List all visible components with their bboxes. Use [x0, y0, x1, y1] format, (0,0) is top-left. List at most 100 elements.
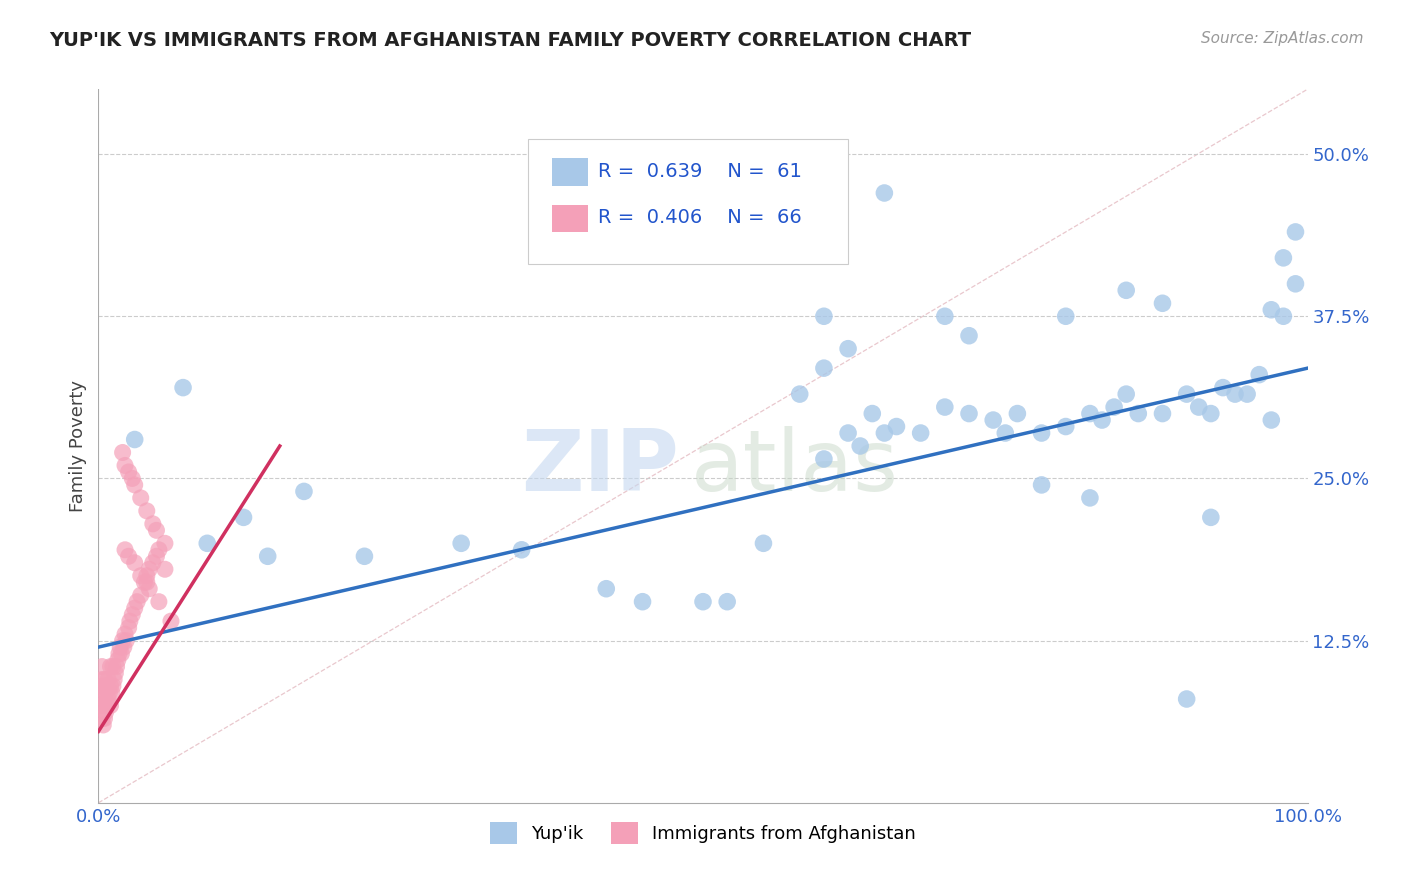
Point [1078, 407, 1101, 421]
Point [103, 673, 125, 687]
Point [135, 575, 157, 590]
Point [107, 653, 129, 667]
Point [849, 439, 872, 453]
Point [153, 536, 176, 550]
Point [118, 621, 141, 635]
Point [129, 568, 152, 582]
Point [91, 711, 114, 725]
Point [121, 471, 143, 485]
Point [837, 425, 859, 440]
Point [1128, 407, 1150, 421]
Point [93, 711, 115, 725]
Point [135, 568, 157, 582]
Text: ZIP: ZIP [522, 425, 679, 509]
Point [813, 361, 835, 376]
Point [91, 698, 114, 713]
Point [112, 640, 135, 654]
Point [100, 679, 122, 693]
Point [873, 186, 896, 200]
Point [813, 310, 835, 324]
Point [837, 342, 859, 356]
Text: Source: ZipAtlas.com: Source: ZipAtlas.com [1201, 31, 1364, 46]
Point [97, 692, 120, 706]
Point [118, 549, 141, 564]
Point [129, 588, 152, 602]
Point [148, 595, 170, 609]
Point [256, 549, 278, 564]
Point [934, 400, 956, 414]
FancyBboxPatch shape [551, 159, 588, 186]
Point [1031, 478, 1053, 492]
Point [631, 595, 654, 609]
Point [1054, 310, 1077, 324]
Point [124, 478, 146, 492]
Point [108, 640, 131, 654]
Point [353, 549, 375, 564]
Point [813, 452, 835, 467]
Text: YUP'IK VS IMMIGRANTS FROM AFGHANISTAN FAMILY POVERTY CORRELATION CHART: YUP'IK VS IMMIGRANTS FROM AFGHANISTAN FA… [49, 31, 972, 50]
Point [934, 310, 956, 324]
Point [91, 685, 114, 699]
Point [450, 536, 472, 550]
Point [111, 633, 134, 648]
Point [138, 582, 160, 596]
Point [105, 659, 128, 673]
Point [96, 698, 118, 713]
Point [100, 659, 122, 673]
Point [292, 484, 315, 499]
Point [510, 542, 533, 557]
Point [172, 381, 194, 395]
Point [114, 458, 136, 473]
Point [160, 614, 183, 628]
Point [114, 627, 136, 641]
Point [96, 679, 118, 693]
Point [994, 425, 1017, 440]
Point [692, 595, 714, 609]
Point [134, 575, 156, 590]
Point [981, 413, 1004, 427]
Point [1091, 413, 1114, 427]
Point [142, 556, 165, 570]
Point [93, 673, 115, 687]
Point [94, 685, 117, 699]
Point [195, 536, 218, 550]
Point [860, 407, 883, 421]
Point [1175, 692, 1198, 706]
Point [1175, 387, 1198, 401]
Point [1272, 251, 1295, 265]
Point [1102, 400, 1125, 414]
Point [135, 504, 157, 518]
Point [91, 659, 114, 673]
Point [1007, 407, 1029, 421]
Point [124, 433, 146, 447]
Point [1188, 400, 1211, 414]
Point [114, 542, 136, 557]
Point [104, 666, 127, 681]
Point [1260, 413, 1282, 427]
Point [91, 698, 114, 713]
Point [873, 425, 896, 440]
Point [145, 524, 167, 538]
Point [129, 491, 152, 505]
Point [232, 510, 254, 524]
Point [111, 445, 134, 459]
FancyBboxPatch shape [551, 205, 588, 232]
Point [1284, 277, 1306, 291]
Point [910, 425, 932, 440]
Point [1223, 387, 1246, 401]
Point [1260, 302, 1282, 317]
Point [124, 601, 146, 615]
Point [101, 679, 124, 693]
Point [118, 614, 141, 628]
Point [91, 679, 114, 693]
Point [148, 542, 170, 557]
Point [957, 407, 980, 421]
Point [115, 633, 138, 648]
Point [118, 465, 141, 479]
Point [94, 705, 117, 719]
Point [145, 549, 167, 564]
Point [97, 673, 120, 687]
Point [142, 516, 165, 531]
Point [91, 718, 114, 732]
Point [1236, 387, 1258, 401]
